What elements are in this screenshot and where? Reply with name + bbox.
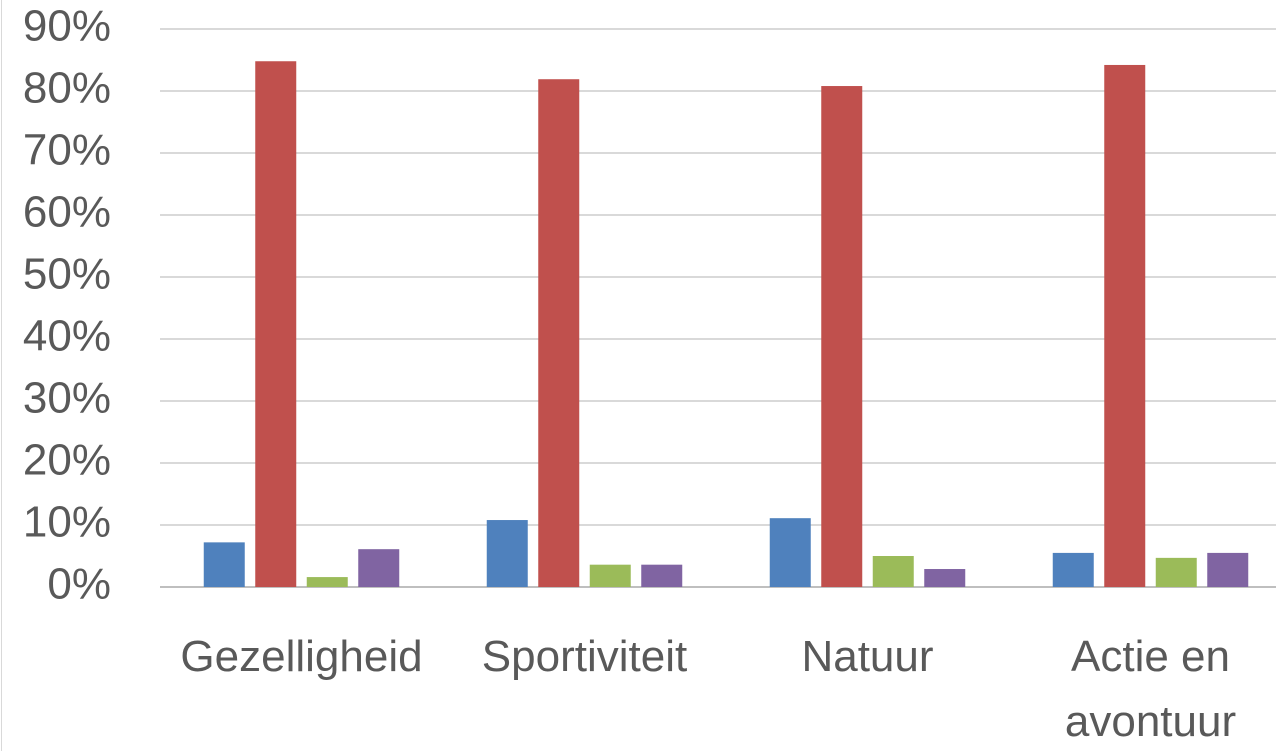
bar bbox=[538, 79, 580, 587]
bar bbox=[255, 61, 297, 588]
y-tick-label: 80% bbox=[23, 64, 111, 113]
bar bbox=[1052, 552, 1094, 587]
y-tick-label: 90% bbox=[23, 2, 111, 51]
x-tick-label: Natuur bbox=[801, 632, 934, 681]
bar bbox=[641, 564, 683, 587]
y-tick-label: 70% bbox=[23, 126, 111, 175]
y-tick-label: 10% bbox=[23, 498, 111, 547]
x-tick-label: Actie en avontuur bbox=[1064, 632, 1237, 746]
y-tick-label: 60% bbox=[23, 188, 111, 237]
bar bbox=[1104, 64, 1146, 587]
bar bbox=[1155, 557, 1197, 587]
bar bbox=[872, 556, 914, 587]
x-tick-label: Gezelligheid bbox=[180, 632, 423, 681]
bar bbox=[924, 569, 966, 587]
bar bbox=[589, 564, 631, 587]
bar bbox=[203, 542, 245, 587]
bar bbox=[306, 577, 348, 587]
y-tick-label: 30% bbox=[23, 374, 111, 423]
bar bbox=[821, 86, 863, 587]
bar bbox=[769, 518, 811, 587]
bar bbox=[1207, 552, 1249, 587]
x-tick-label: Sportiviteit bbox=[481, 632, 688, 681]
y-tick-label: 40% bbox=[23, 312, 111, 361]
bar bbox=[486, 520, 528, 587]
y-tick-label: 20% bbox=[23, 436, 111, 485]
y-tick-label: 0% bbox=[47, 560, 111, 609]
y-tick-label: 50% bbox=[23, 250, 111, 299]
bar bbox=[358, 549, 400, 587]
